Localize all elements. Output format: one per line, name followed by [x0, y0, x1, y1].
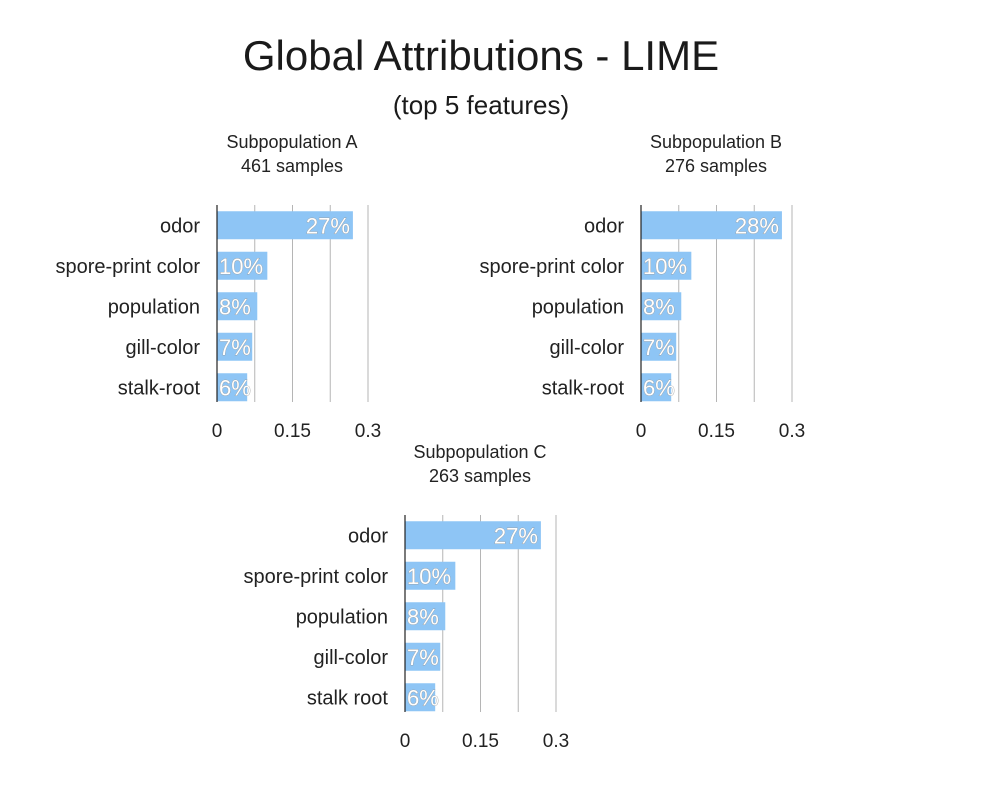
chart-2-value-label: 27% [494, 523, 538, 548]
chart-1-value-label: 28% [735, 213, 779, 238]
chart-1-value-label: 10% [643, 254, 687, 279]
chart-2-subtitle: 263 samples [429, 466, 531, 486]
chart-1-value-label: 6% [643, 375, 675, 400]
chart-0-tick-label: 0 [212, 421, 223, 442]
chart-0-category-label: spore-print color [55, 256, 200, 278]
chart-1-bar [641, 373, 672, 402]
subpopulation-b-svg: Subpopulation B 276 samples odor 28% spore-p… [479, 132, 805, 442]
chart-0-value-label: 10% [219, 254, 263, 279]
chart-2-tick-label: 0.15 [462, 731, 499, 752]
chart-1-value-label: 8% [643, 294, 675, 319]
chart-2-category-label: odor [348, 525, 388, 547]
chart-2-value-label: 6% [407, 685, 439, 710]
chart-1-category-label: odor [584, 215, 624, 237]
chart-1-bar [641, 211, 782, 240]
chart-0-category-label: stalk-root [118, 377, 201, 399]
chart-2-value-label: 8% [407, 604, 439, 629]
chart-0-bar [217, 211, 353, 240]
subpopulation-c-svg: Subpopulation C 263 samples odor 27% spore-p… [243, 442, 569, 752]
chart-2-category-label: population [296, 606, 388, 628]
subpopulation-a-svg: Subpopulation A 461 samples odor 27% spore-p… [55, 132, 381, 442]
chart-0-tick-label: 0.15 [274, 421, 311, 442]
chart-0-title: Subpopulation A [226, 132, 357, 152]
chart-1-tick-label: 0.15 [698, 421, 735, 442]
subpopulation-a-chart: Subpopulation A 461 samples odor 27% spore-p… [0, 128, 440, 448]
chart-0-bar [217, 292, 258, 321]
chart-2-value-label: 10% [407, 564, 451, 589]
chart-0-bar [217, 251, 268, 280]
chart-1-tick-label: 0.3 [779, 421, 805, 442]
chart-1-tick-label: 0 [636, 421, 647, 442]
chart-0-value-label: 27% [306, 213, 350, 238]
chart-2-tick-label: 0.3 [543, 731, 569, 752]
chart-2-category-label: stalk root [307, 687, 389, 709]
chart-1-value-label: 7% [643, 335, 675, 360]
chart-0-category-label: population [108, 296, 200, 318]
chart-2-bar [405, 521, 541, 550]
chart-0-bar [217, 332, 253, 361]
chart-0-category-label: gill-color [126, 337, 201, 359]
chart-0-value-label: 6% [219, 375, 251, 400]
subpopulation-c-chart: Subpopulation C 263 samples odor 27% spore-p… [188, 438, 628, 758]
chart-1-bar [641, 292, 682, 321]
chart-0-bar [217, 373, 248, 402]
chart-1-bar [641, 251, 692, 280]
chart-0-category-label: odor [160, 215, 200, 237]
chart-1-title: Subpopulation B [650, 132, 782, 152]
chart-0-value-label: 7% [219, 335, 251, 360]
chart-2-tick-label: 0 [400, 731, 411, 752]
chart-1-category-label: stalk-root [542, 377, 625, 399]
chart-0-value-label: 8% [219, 294, 251, 319]
chart-1-subtitle: 276 samples [665, 156, 767, 176]
chart-2-category-label: gill-color [314, 647, 389, 669]
chart-subtitle: (top 5 features) [392, 90, 570, 120]
chart-0-tick-label: 0.3 [355, 421, 381, 442]
chart-1-bar [641, 332, 677, 361]
chart-0-subtitle: 461 samples [241, 156, 343, 176]
chart-2-title: Subpopulation C [413, 442, 546, 462]
chart-1-category-label: gill-color [550, 337, 625, 359]
chart-1-category-label: spore-print color [479, 256, 624, 278]
chart-2-category-label: spore-print color [243, 566, 388, 588]
chart-title: Global Attributions - LIME [242, 32, 720, 79]
chart-2-bar [405, 683, 436, 712]
subpopulation-b-chart: Subpopulation B 276 samples odor 28% spore-p… [424, 128, 864, 448]
chart-2-value-label: 7% [407, 645, 439, 670]
chart-2-bar [405, 642, 441, 671]
chart-2-bar [405, 602, 446, 631]
chart-2-bar [405, 561, 456, 590]
chart-1-category-label: population [532, 296, 624, 318]
